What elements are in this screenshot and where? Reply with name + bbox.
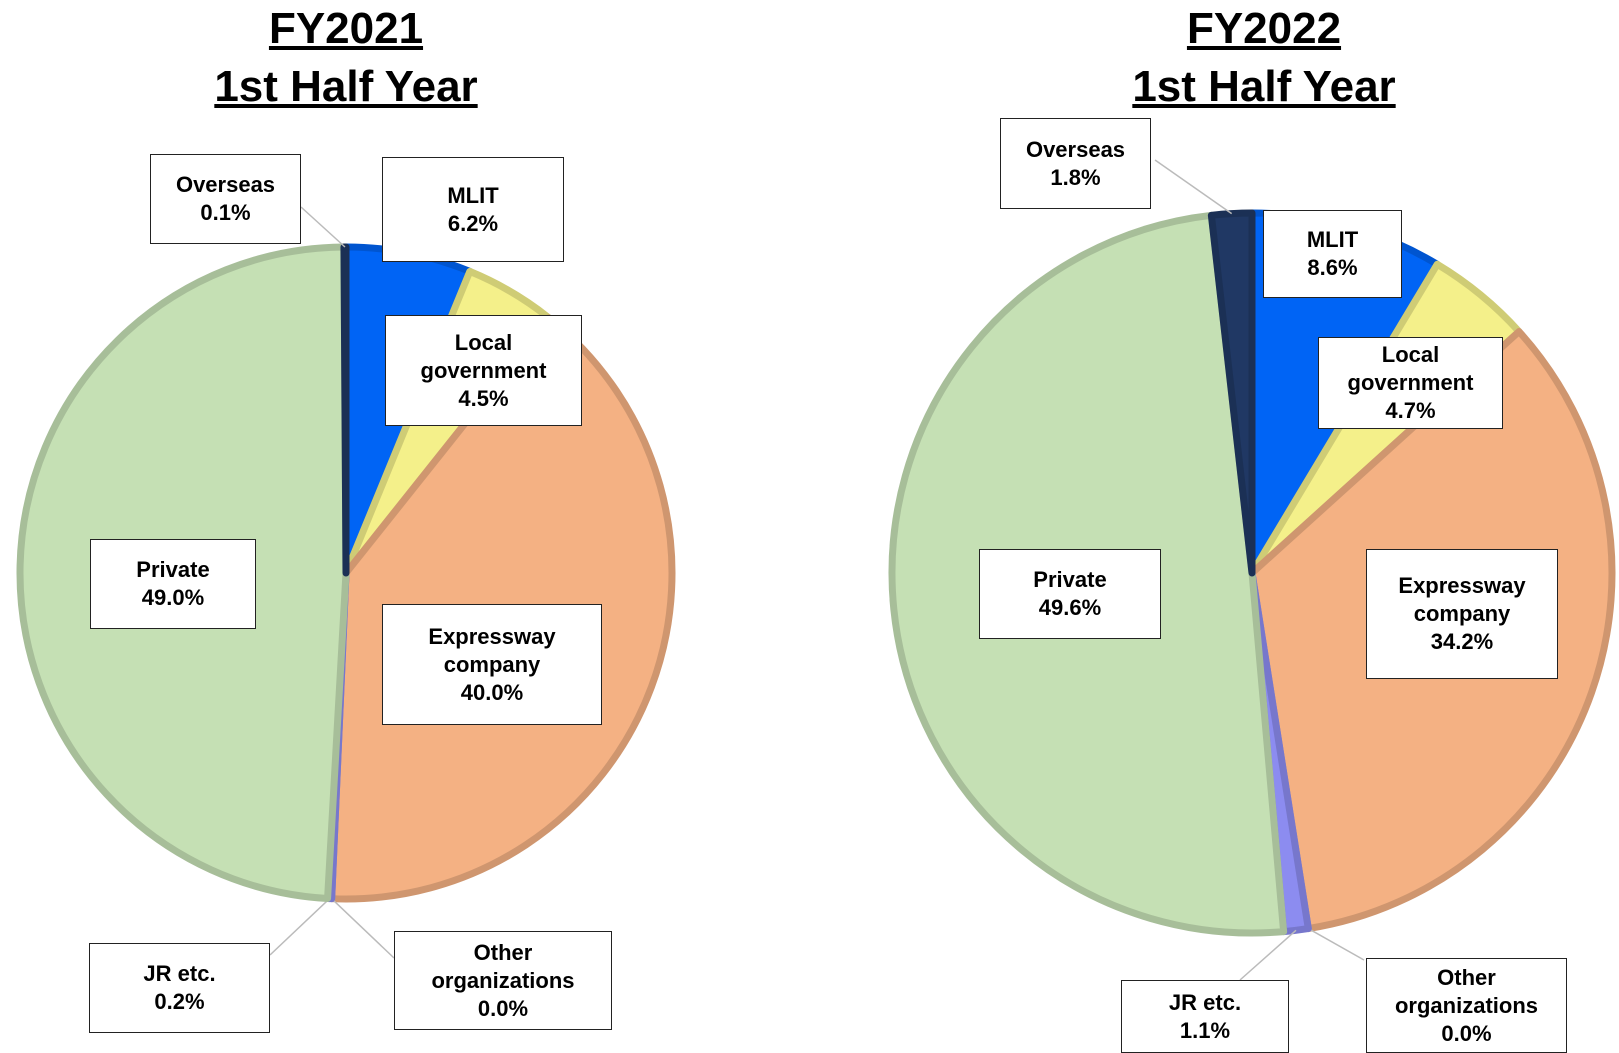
category-label: Other organizations [1394,964,1538,1018]
chart-title: FY2021 [268,4,424,53]
category-label: Private [136,557,210,582]
category-label: Other organizations [431,939,575,993]
chart-subtitle: 1st Half Year [1132,62,1396,111]
category-label: JR etc. [1168,989,1242,1015]
category-label: MLIT [1306,227,1359,252]
chart-title-block: FY2021 1st Half Year [96,0,596,116]
data-label: Expressway company 40.0% [382,604,602,725]
leader-line [331,898,395,959]
value-label: 34.2% [1430,629,1494,654]
category-label: Local government [1347,342,1474,395]
value-label: 49.6% [1038,595,1102,620]
value-label: 0.0% [477,995,529,1021]
data-label: Local government 4.5% [385,315,582,426]
value-label: 4.5% [458,385,509,411]
leader-line [1154,159,1233,215]
category-label: Overseas [175,172,276,197]
category-label: JR etc. [143,961,216,986]
value-label: 0.1% [200,200,251,225]
leader-line [269,898,331,956]
value-label: 0.0% [1441,1020,1492,1046]
value-label: 8.6% [1307,255,1358,280]
data-label: Overseas 0.1% [150,154,301,244]
data-label: MLIT 8.6% [1263,210,1402,298]
value-label: 49.0% [141,585,205,610]
category-label: Expressway company [1398,573,1526,626]
data-label: JR etc. 1.1% [1121,980,1289,1053]
value-label: 40.0% [460,679,524,705]
data-label: MLIT 6.2% [382,157,564,262]
chart-title: FY2022 [1186,4,1342,53]
leader-line [300,206,346,248]
data-label: Local government 4.7% [1318,337,1503,429]
category-label: Expressway company [428,623,556,677]
category-label: Private [1033,567,1107,592]
data-label: JR etc. 0.2% [89,943,270,1033]
category-label: Overseas [1025,136,1126,162]
value-label: 1.8% [1050,164,1101,190]
category-label: Local government [420,329,547,383]
data-label: Overseas 1.8% [1000,118,1151,209]
value-label: 0.2% [154,989,205,1014]
chart-subtitle: 1st Half Year [214,62,478,111]
data-label: Other organizations 0.0% [394,931,612,1030]
leader-line [1239,929,1297,981]
value-label: 6.2% [447,210,499,236]
pie-slice [340,243,350,577]
leader-line [1307,927,1365,961]
data-label: Private 49.0% [90,539,256,629]
chart-title-block: FY2022 1st Half Year [1014,0,1514,116]
data-label: Other organizations 0.0% [1366,958,1567,1053]
data-label: Expressway company 34.2% [1366,549,1558,679]
value-label: 1.1% [1179,1017,1231,1043]
data-label: Private 49.6% [979,549,1161,639]
category-label: MLIT [447,182,499,208]
value-label: 4.7% [1385,398,1436,423]
